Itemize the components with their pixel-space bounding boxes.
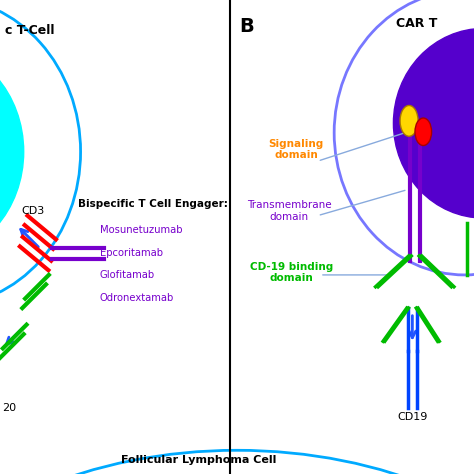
Ellipse shape xyxy=(393,28,474,218)
Ellipse shape xyxy=(0,45,24,258)
Ellipse shape xyxy=(400,105,418,137)
Text: Signaling
domain: Signaling domain xyxy=(269,138,324,160)
Text: Bispecific T Cell Engager:: Bispecific T Cell Engager: xyxy=(78,199,228,209)
Text: CD3: CD3 xyxy=(21,206,45,216)
Text: CD-19 binding
domain: CD-19 binding domain xyxy=(250,262,333,283)
Text: 20: 20 xyxy=(2,402,17,413)
Text: CAR T: CAR T xyxy=(396,17,437,29)
Text: Glofitamab: Glofitamab xyxy=(100,270,155,281)
Text: CD19: CD19 xyxy=(397,412,428,422)
Text: Follicular Lymphoma Cell: Follicular Lymphoma Cell xyxy=(121,456,277,465)
Text: Transmembrane
domain: Transmembrane domain xyxy=(247,200,331,222)
Text: B: B xyxy=(239,17,254,36)
Text: c T-Cell: c T-Cell xyxy=(5,24,54,36)
Ellipse shape xyxy=(415,118,432,146)
Text: Odronextamab: Odronextamab xyxy=(100,293,174,303)
Text: Epcoritamab: Epcoritamab xyxy=(100,247,163,258)
Text: Mosunetuzumab: Mosunetuzumab xyxy=(100,225,182,235)
